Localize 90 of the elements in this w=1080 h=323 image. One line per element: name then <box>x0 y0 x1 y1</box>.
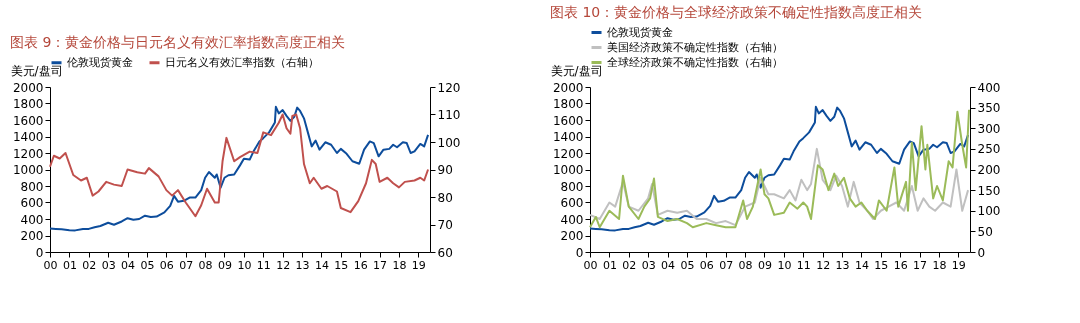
legend-label: 全球经济政策不确定性指数（右轴） <box>607 55 783 69</box>
x-tick-label: 06 <box>699 258 714 272</box>
y-axis-title: 美元/盘司 <box>10 63 63 78</box>
x-tick-label: 19 <box>951 258 966 272</box>
legend-label: 伦敦现货黄金 <box>607 25 673 39</box>
y2-tick-label: 100 <box>977 204 1001 219</box>
x-tick-label: 18 <box>392 258 407 272</box>
x-tick-label: 09 <box>217 258 232 272</box>
x-tick-label: 19 <box>411 258 426 272</box>
y-tick-label: 1600 <box>552 113 584 128</box>
y2-tick-label: 60 <box>437 245 453 260</box>
legend-label: 日元名义有效汇率指数（右轴） <box>165 55 319 69</box>
y2-tick-label: 150 <box>977 183 1001 198</box>
x-tick-label: 04 <box>121 258 136 272</box>
y-tick-label: 600 <box>560 196 584 210</box>
x-tick-label: 15 <box>334 258 349 272</box>
line-series <box>589 147 970 227</box>
x-tick-label: 00 <box>43 258 58 272</box>
y-tick-label: 2000 <box>12 80 44 95</box>
chart-title: 图表 9：黄金价格与日元名义有效汇率指数高度正相关 <box>10 34 346 50</box>
x-tick-label: 18 <box>932 258 947 272</box>
x-tick-label: 05 <box>140 258 155 272</box>
x-tick-label: 00 <box>583 258 598 272</box>
x-tick-label: 04 <box>661 258 676 272</box>
x-tick-label: 12 <box>276 258 291 272</box>
y2-tick-label: 250 <box>977 142 1001 157</box>
x-tick-label: 03 <box>101 258 116 272</box>
x-tick-label: 10 <box>777 258 792 272</box>
y-tick-label: 1800 <box>552 97 584 111</box>
x-tick-label: 08 <box>198 258 213 272</box>
chart-title: 图表 10：黄金价格与全球经济政策不确定性指数高度正相关 <box>550 4 923 20</box>
y2-tick-label: 80 <box>437 190 453 205</box>
y-tick-label: 2000 <box>552 80 584 95</box>
y2-tick-label: 70 <box>437 218 453 232</box>
line-series <box>49 113 430 218</box>
y-tick-label: 200 <box>20 229 44 243</box>
legend-label: 伦敦现货黄金 <box>67 55 133 69</box>
y2-tick-label: 350 <box>977 101 1001 116</box>
y-tick-label: 1200 <box>552 146 584 161</box>
y-tick-label: 400 <box>560 212 584 227</box>
y2-tick-label: 300 <box>977 121 1001 136</box>
y-tick-label: 1200 <box>12 146 44 161</box>
y-tick-label: 0 <box>575 245 584 260</box>
x-tick-label: 11 <box>256 258 271 272</box>
y-tick-label: 1000 <box>12 163 44 177</box>
x-tick-label: 17 <box>373 258 388 272</box>
x-tick-label: 02 <box>622 258 637 272</box>
y2-tick-label: 120 <box>437 80 461 95</box>
x-tick-label: 16 <box>353 258 368 272</box>
y-tick-label: 1400 <box>552 130 584 144</box>
x-tick-label: 13 <box>295 258 310 272</box>
y2-tick-label: 200 <box>977 163 1001 177</box>
x-tick-label: 16 <box>893 258 908 272</box>
x-tick-label: 03 <box>641 258 656 272</box>
y2-tick-label: 100 <box>437 135 461 150</box>
y-tick-label: 1800 <box>12 97 44 111</box>
y2-tick-label: 400 <box>977 80 1001 95</box>
y-tick-label: 1000 <box>552 163 584 177</box>
y-tick-label: 800 <box>20 179 44 194</box>
x-tick-label: 15 <box>874 258 889 272</box>
x-tick-label: 09 <box>757 258 772 272</box>
x-tick-label: 10 <box>237 258 252 272</box>
x-tick-label: 14 <box>314 258 329 272</box>
x-tick-label: 14 <box>854 258 869 272</box>
y-tick-label: 800 <box>560 179 584 194</box>
x-tick-label: 13 <box>835 258 850 272</box>
x-tick-label: 07 <box>179 258 194 272</box>
line-series <box>49 105 430 232</box>
y2-tick-label: 0 <box>977 245 986 260</box>
y2-tick-label: 110 <box>437 108 461 122</box>
y-tick-label: 200 <box>560 229 584 243</box>
x-tick-label: 02 <box>82 258 97 272</box>
x-tick-label: 01 <box>62 258 77 272</box>
x-tick-label: 11 <box>796 258 811 272</box>
y2-tick-label: 90 <box>437 163 453 177</box>
x-tick-label: 07 <box>719 258 734 272</box>
y-axis-title: 美元/盘司 <box>550 63 603 78</box>
y2-tick-label: 50 <box>977 224 993 239</box>
y-tick-label: 0 <box>35 245 44 260</box>
x-tick-label: 06 <box>159 258 174 272</box>
y-tick-label: 1600 <box>12 113 44 128</box>
x-tick-label: 05 <box>680 258 695 272</box>
x-tick-label: 17 <box>913 258 928 272</box>
x-tick-label: 01 <box>602 258 617 272</box>
x-tick-label: 12 <box>816 258 831 272</box>
legend-label: 美国经济政策不确定性指数（右轴） <box>607 40 783 54</box>
y-tick-label: 600 <box>20 196 44 210</box>
y-tick-label: 1400 <box>12 130 44 144</box>
y-tick-label: 400 <box>20 212 44 227</box>
x-tick-label: 08 <box>738 258 753 272</box>
